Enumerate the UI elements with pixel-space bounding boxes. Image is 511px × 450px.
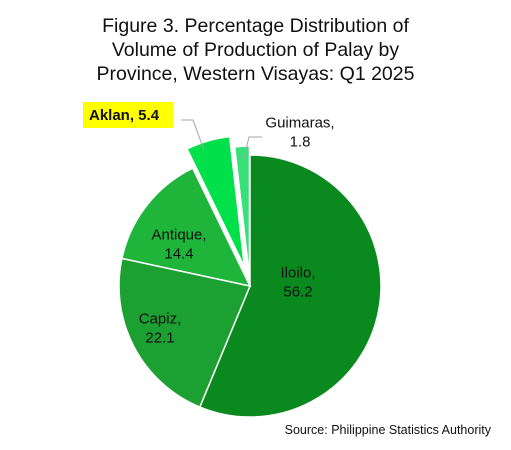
slice-aklan: [186, 135, 246, 268]
slice-guimaras: [233, 145, 251, 278]
data-label-iloilo-line-1: Iloilo,: [280, 265, 315, 282]
data-label-capiz-line-2: 22.1: [145, 330, 174, 347]
leader-line-guimaras: [243, 136, 262, 159]
highlight-box-aklan: [83, 102, 173, 128]
title-line-2: Volume of Production of Palay by: [111, 39, 400, 61]
title-line-3: Province, Western Visayas: Q1 2025: [96, 63, 415, 85]
data-label-antique-line-1: Antique,: [151, 227, 206, 244]
leader-line-aklan: [181, 119, 205, 151]
chart-title: Figure 3. Percentage Distribution of Vol…: [0, 14, 511, 86]
data-label-guimaras-line-1: Guimaras,: [265, 115, 334, 132]
data-label-capiz-line-1: Capiz,: [139, 311, 182, 328]
data-label-iloilo-line-2: 56.2: [283, 284, 312, 301]
data-label-antique: Antique, 14.4: [151, 227, 206, 263]
slice-iloilo: [198, 154, 382, 418]
data-label-guimaras: Guimaras, 1.8: [265, 115, 334, 151]
data-label-guimaras-line-2: 1.8: [290, 134, 311, 151]
data-label-antique-line-2: 14.4: [164, 246, 193, 263]
slice-capiz: [118, 257, 252, 408]
data-label-aklan-line-1: Aklan, 5.4: [89, 107, 160, 124]
data-label-iloilo: Iloilo, 56.2: [280, 265, 315, 301]
data-label-aklan: Aklan, 5.4: [83, 102, 173, 128]
data-label-capiz: Capiz, 22.1: [139, 311, 182, 347]
source-note: Source: Philippine Statistics Authority: [284, 423, 491, 437]
slice-antique: [121, 167, 252, 288]
title-line-1: Figure 3. Percentage Distribution of: [102, 15, 409, 37]
